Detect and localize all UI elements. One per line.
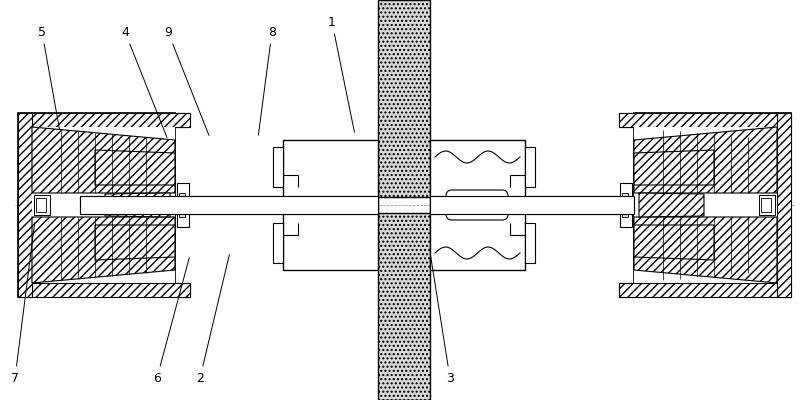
- Bar: [175, 283, 190, 297]
- Bar: [378, 213, 430, 400]
- Bar: [622, 193, 628, 217]
- Bar: [430, 196, 634, 214]
- Bar: [32, 127, 175, 283]
- Polygon shape: [619, 283, 791, 297]
- Polygon shape: [634, 150, 714, 185]
- Bar: [761, 198, 771, 212]
- Text: 7: 7: [11, 223, 35, 384]
- Bar: [80, 196, 378, 214]
- Bar: [80, 196, 378, 214]
- Text: 6: 6: [153, 258, 189, 384]
- Bar: [430, 140, 525, 270]
- Polygon shape: [634, 217, 777, 283]
- Polygon shape: [18, 283, 190, 297]
- Polygon shape: [777, 113, 791, 297]
- Bar: [283, 140, 378, 270]
- Bar: [179, 193, 185, 217]
- Polygon shape: [105, 193, 170, 217]
- Text: 2: 2: [196, 255, 230, 384]
- Text: 3: 3: [430, 255, 454, 384]
- Polygon shape: [18, 113, 32, 297]
- Text: 5: 5: [38, 26, 60, 129]
- Bar: [273, 147, 283, 187]
- Polygon shape: [32, 127, 175, 193]
- Bar: [36, 198, 46, 212]
- Bar: [525, 147, 535, 187]
- Text: 4: 4: [121, 26, 167, 138]
- Polygon shape: [18, 113, 190, 127]
- Polygon shape: [95, 225, 175, 260]
- Bar: [634, 127, 777, 283]
- Bar: [378, 0, 430, 197]
- Bar: [759, 195, 775, 215]
- Bar: [525, 223, 535, 263]
- Polygon shape: [619, 113, 791, 127]
- Bar: [273, 223, 283, 263]
- Bar: [620, 183, 632, 227]
- Bar: [430, 196, 630, 214]
- Polygon shape: [634, 127, 777, 193]
- Bar: [175, 113, 190, 127]
- Text: 8: 8: [258, 26, 276, 135]
- FancyBboxPatch shape: [446, 190, 508, 220]
- Polygon shape: [634, 225, 714, 260]
- Text: 9: 9: [164, 26, 209, 136]
- Bar: [619, 113, 634, 127]
- Text: 1: 1: [328, 16, 354, 132]
- Polygon shape: [639, 193, 704, 217]
- Bar: [634, 113, 791, 297]
- Bar: [619, 283, 634, 297]
- Bar: [34, 195, 50, 215]
- Polygon shape: [95, 150, 175, 185]
- Polygon shape: [32, 217, 175, 283]
- Bar: [18, 113, 175, 297]
- Bar: [177, 183, 189, 227]
